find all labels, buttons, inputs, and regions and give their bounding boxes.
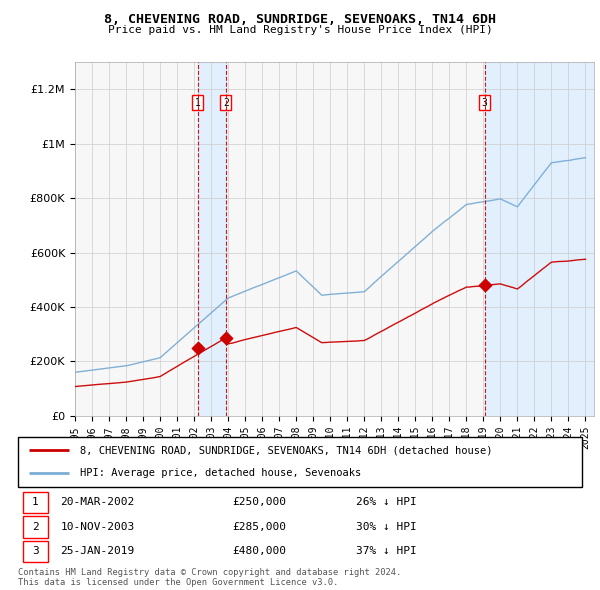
Bar	[23, 540, 48, 562]
Text: £285,000: £285,000	[232, 522, 286, 532]
Text: 30% ↓ HPI: 30% ↓ HPI	[356, 522, 417, 532]
Text: 26% ↓ HPI: 26% ↓ HPI	[356, 497, 417, 507]
Text: Contains HM Land Registry data © Crown copyright and database right 2024.
This d: Contains HM Land Registry data © Crown c…	[18, 568, 401, 587]
Text: Price paid vs. HM Land Registry's House Price Index (HPI): Price paid vs. HM Land Registry's House …	[107, 25, 493, 35]
Text: 37% ↓ HPI: 37% ↓ HPI	[356, 546, 417, 556]
Bar	[23, 491, 48, 513]
Point	[221, 333, 230, 343]
Text: 10-NOV-2003: 10-NOV-2003	[60, 522, 134, 532]
Text: 8, CHEVENING ROAD, SUNDRIDGE, SEVENOAKS, TN14 6DH (detached house): 8, CHEVENING ROAD, SUNDRIDGE, SEVENOAKS,…	[80, 445, 493, 455]
Text: £250,000: £250,000	[232, 497, 286, 507]
Text: 8, CHEVENING ROAD, SUNDRIDGE, SEVENOAKS, TN14 6DH: 8, CHEVENING ROAD, SUNDRIDGE, SEVENOAKS,…	[104, 13, 496, 26]
Text: 25-JAN-2019: 25-JAN-2019	[60, 546, 134, 556]
Point	[480, 280, 490, 290]
Text: 2: 2	[223, 98, 229, 108]
Text: 20-MAR-2002: 20-MAR-2002	[60, 497, 134, 507]
Bar	[485, 62, 594, 416]
Text: 1: 1	[195, 98, 201, 108]
Text: 1: 1	[32, 497, 38, 507]
Text: 2: 2	[32, 522, 38, 532]
Text: 3: 3	[32, 546, 38, 556]
Text: HPI: Average price, detached house, Sevenoaks: HPI: Average price, detached house, Seve…	[80, 468, 361, 478]
Bar	[198, 62, 226, 416]
Text: £480,000: £480,000	[232, 546, 286, 556]
Point	[193, 343, 203, 353]
Text: 3: 3	[482, 98, 488, 108]
Bar	[23, 516, 48, 537]
